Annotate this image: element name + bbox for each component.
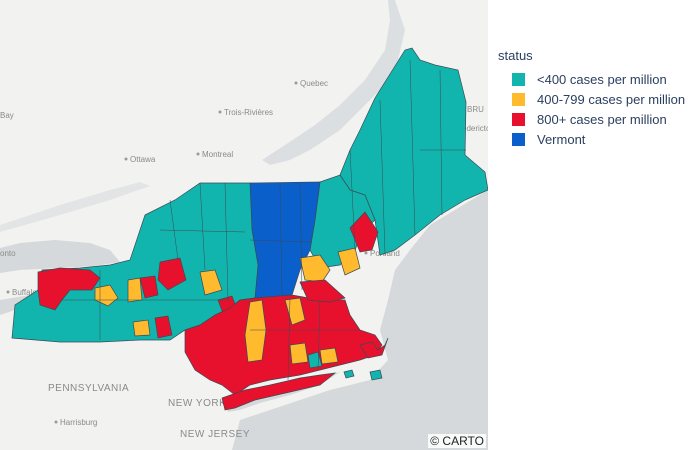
county-region[interactable]	[139, 275, 159, 299]
legend-label: 800+ cases per million	[537, 111, 667, 127]
county-region[interactable]	[132, 319, 151, 337]
county-region[interactable]	[299, 279, 346, 303]
county-boundary	[287, 297, 291, 381]
place-label: Montreal	[202, 150, 233, 159]
region-label: NEW YORK	[168, 398, 226, 409]
county-boundary	[409, 59, 416, 236]
county-boundary	[159, 229, 246, 233]
edge-label: edericto	[462, 124, 488, 133]
county-region[interactable]	[94, 284, 119, 307]
legend-label: Vermont	[537, 131, 586, 147]
county-boundary	[224, 182, 229, 301]
edge-label: Bay	[0, 111, 14, 120]
map[interactable]: Quebec Trois-Rivières Montreal Ottawa Buffal…	[0, 0, 488, 450]
legend-swatch	[512, 132, 525, 146]
county-region[interactable]	[337, 247, 361, 276]
county-region[interactable]	[244, 299, 267, 363]
county-regions[interactable]	[11, 47, 488, 411]
map-canvas[interactable]: Quebec Trois-Rivières Montreal Ottawa Buffal…	[0, 0, 488, 450]
legend-item[interactable]: 400-799 cases per million	[512, 89, 685, 109]
county-boundary	[279, 182, 283, 296]
legend: status <400 cases per million 400-799 cas…	[498, 48, 685, 149]
legend-swatch	[512, 92, 525, 106]
atlantic-ocean	[232, 190, 488, 450]
legend-label: 400-799 cases per million	[537, 91, 686, 107]
county-boundary	[317, 299, 321, 371]
basemap-labels: Quebec Trois-Rivières Montreal Ottawa Buffal…	[0, 79, 488, 440]
legend-swatch	[512, 72, 525, 86]
county-region[interactable]	[127, 277, 143, 303]
legend-items: <400 cases per million 400-799 cases per …	[498, 69, 685, 149]
place-dot	[54, 420, 58, 424]
county-region[interactable]	[221, 372, 337, 411]
place-label: Buffalo	[12, 288, 37, 297]
county-region[interactable]	[319, 347, 339, 365]
carto-attribution[interactable]: © CARTO	[428, 434, 486, 448]
place-label: Harrisburg	[60, 418, 97, 427]
legend-item[interactable]: Vermont	[512, 129, 685, 149]
county-boundary	[299, 182, 303, 291]
place-dot	[294, 81, 298, 85]
legend-label: <400 cases per million	[537, 71, 667, 87]
st-lawrence-river	[262, 0, 405, 165]
place-dot	[6, 290, 10, 294]
county-boundary	[169, 199, 179, 261]
county-region[interactable]	[157, 257, 187, 291]
legend-swatch	[512, 112, 525, 126]
county-boundary	[199, 182, 206, 271]
county-boundary	[349, 149, 356, 251]
edge-label: BRU	[467, 105, 484, 114]
county-boundary	[249, 239, 313, 243]
place-label: Quebec	[300, 79, 328, 88]
county-region[interactable]	[154, 315, 173, 339]
county-region[interactable]	[299, 254, 331, 283]
county-region[interactable]	[343, 369, 355, 379]
place-label: Ottawa	[130, 155, 156, 164]
place-dot	[196, 152, 200, 156]
region-label: PENNSYLVANIA	[48, 383, 129, 394]
county-region[interactable]	[289, 342, 309, 365]
county-region[interactable]	[199, 269, 223, 296]
ottawa-river	[0, 182, 150, 232]
place-label: Trois-Rivières	[224, 108, 273, 117]
county-region[interactable]	[37, 267, 101, 311]
county-boundary	[439, 69, 443, 216]
edge-label: onto	[0, 249, 16, 258]
place-dot	[218, 110, 222, 114]
region-label: NEW JERSEY	[180, 429, 250, 440]
county-region[interactable]	[359, 337, 389, 359]
legend-item[interactable]: 800+ cases per million	[512, 109, 685, 129]
county-region[interactable]	[11, 182, 259, 343]
lake-ontario	[0, 240, 120, 273]
county-region[interactable]	[369, 369, 383, 381]
legend-item[interactable]: <400 cases per million	[512, 69, 685, 89]
county-boundary	[379, 99, 386, 256]
place-dot	[364, 251, 368, 255]
place-dot	[124, 157, 128, 161]
county-region[interactable]	[349, 211, 379, 253]
legend-title: status	[498, 48, 533, 63]
